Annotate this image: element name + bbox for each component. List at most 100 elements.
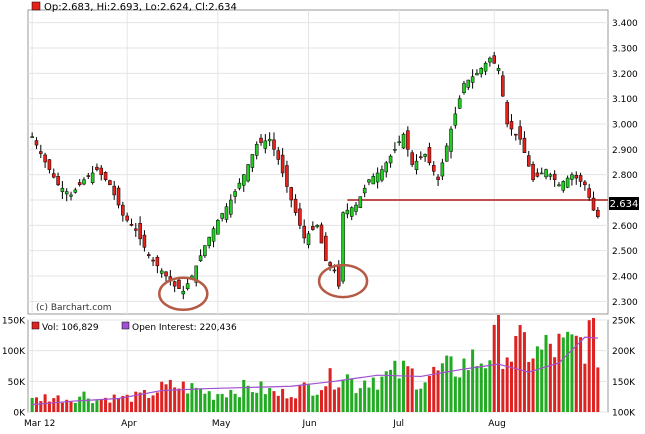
candle-body (155, 256, 160, 267)
candle-body (479, 68, 484, 75)
candle-body (285, 165, 289, 187)
candle-body (328, 262, 332, 267)
candle-body (574, 175, 579, 179)
volume-bar (224, 397, 228, 412)
volume-bar (402, 360, 406, 412)
candle-body (224, 206, 229, 220)
volume-bar (155, 392, 159, 412)
candle-body (371, 176, 376, 185)
open-interest-readout: Open Interest: 220,436 (132, 323, 237, 333)
volume-bar (82, 391, 86, 412)
volume-bar (294, 398, 298, 412)
volume-bar (276, 395, 280, 412)
oi-tick-label: 200K (612, 347, 636, 357)
candle-body (401, 133, 406, 149)
volume-bar (345, 374, 349, 412)
candle-body (99, 167, 104, 175)
candlestick-series (30, 51, 600, 300)
x-tick-label: Apr (121, 419, 137, 429)
candle-body (306, 233, 311, 246)
candle-body (565, 177, 570, 188)
volume-bar (285, 398, 289, 412)
candle-body (315, 225, 319, 228)
candle-body (596, 209, 600, 217)
candle-body (293, 198, 298, 213)
volume-bar (544, 334, 548, 412)
volume-bar (531, 358, 535, 412)
x-tick-label: Aug (488, 419, 506, 429)
x-tick-label: May (212, 419, 231, 429)
candle-body (414, 160, 419, 170)
volume-bar (177, 388, 181, 412)
volume-bar (557, 333, 561, 412)
candle-body (444, 145, 449, 162)
volume-bar (337, 387, 341, 412)
candle-body (518, 126, 522, 140)
candle-body (39, 151, 43, 154)
volume-bar (484, 368, 488, 412)
candle-body (134, 228, 138, 231)
volume-bar (570, 334, 574, 412)
volume-bar (462, 358, 466, 412)
volume-bar (168, 379, 172, 412)
candle-body (557, 184, 561, 187)
candle-body (470, 76, 475, 83)
watermark: (c) Barchart.com (36, 303, 112, 313)
volume-bar (419, 388, 423, 412)
price-tick-label: 2.500 (612, 247, 638, 257)
oi-tick-label: 100K (612, 409, 636, 419)
candle-body (82, 179, 86, 185)
price-y-axis: 3.4003.3003.2003.1003.0002.9002.8002.700… (612, 19, 638, 308)
candle-body (64, 191, 69, 195)
candle-body (539, 172, 544, 175)
volume-bar (367, 387, 371, 412)
candle-body (535, 172, 540, 177)
volume-bar (350, 378, 354, 412)
candle-body (60, 187, 65, 192)
candle-body (354, 204, 358, 212)
volume-bar (341, 379, 345, 412)
candle-body (311, 226, 315, 230)
volume-bar (216, 394, 220, 412)
volume-bar (134, 391, 138, 412)
candle-body (276, 150, 281, 160)
volume-bar (229, 389, 233, 412)
candle-body (172, 281, 177, 287)
volume-bar (203, 393, 207, 412)
x-axis: Mar 12 Apr May Jun Jul Aug (24, 419, 506, 429)
candle-body (51, 173, 56, 178)
legend-square-price (31, 1, 41, 11)
volume-bar (56, 395, 60, 412)
candle-body (146, 254, 151, 256)
volume-bar (449, 356, 453, 412)
volume-bar (332, 389, 336, 412)
volume-bar (220, 393, 224, 412)
ohlc-readout: Op:2.683, Hi:2.693, Lo:2.624, Cl:2.634 (44, 2, 237, 13)
price-tick-label: 3.300 (612, 45, 638, 55)
volume-bar (384, 371, 388, 412)
candle-body (591, 197, 596, 211)
volume-bar (108, 402, 112, 412)
candle-body (319, 224, 324, 244)
volume-bar (281, 388, 285, 412)
candle-body (43, 154, 47, 163)
candle-body (103, 172, 108, 180)
candle-body (384, 162, 389, 173)
candle-body (419, 156, 423, 159)
volume-bar (553, 357, 557, 412)
volume-bar (440, 363, 444, 412)
volume-bar (272, 391, 276, 412)
candle-body (324, 235, 328, 262)
volume-bar (138, 392, 142, 412)
candle-body (108, 180, 112, 186)
volume-bar (151, 395, 155, 412)
candle-body (367, 179, 371, 183)
volume-bar (535, 346, 539, 412)
volume-bar (497, 315, 501, 412)
candle-body (246, 164, 250, 182)
candle-body (229, 199, 233, 215)
volume-bar (583, 363, 587, 412)
volume-bar (324, 386, 328, 412)
volume-bar (566, 331, 570, 412)
volume-bar (466, 370, 470, 412)
